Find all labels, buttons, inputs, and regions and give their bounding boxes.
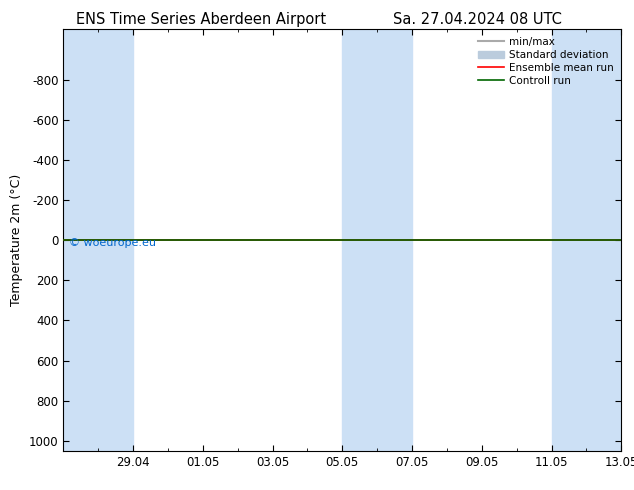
- Bar: [63, 29, 133, 451]
- Legend: min/max, Standard deviation, Ensemble mean run, Controll run: min/max, Standard deviation, Ensemble me…: [474, 32, 618, 90]
- Y-axis label: Temperature 2m (°C): Temperature 2m (°C): [10, 174, 23, 306]
- Bar: [342, 29, 412, 451]
- Text: © woeurope.eu: © woeurope.eu: [69, 238, 156, 248]
- Text: ENS Time Series Aberdeen Airport: ENS Time Series Aberdeen Airport: [76, 12, 327, 27]
- Text: Sa. 27.04.2024 08 UTC: Sa. 27.04.2024 08 UTC: [393, 12, 562, 27]
- Bar: [552, 29, 621, 451]
